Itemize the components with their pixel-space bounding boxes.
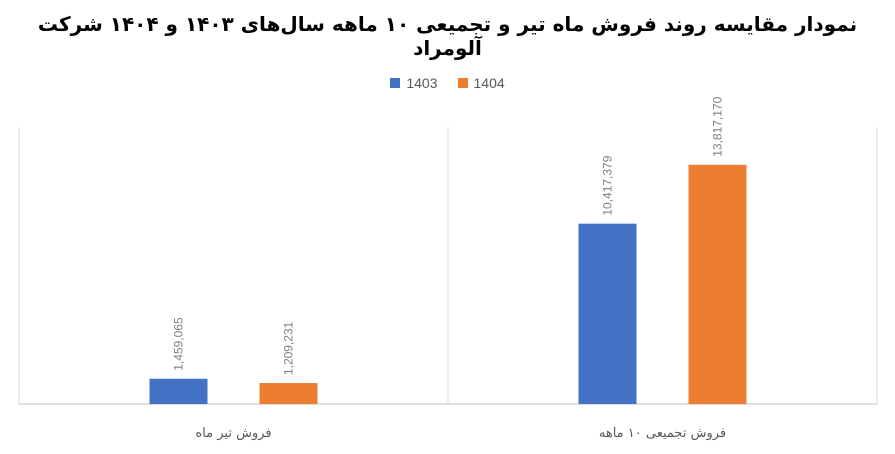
category-label-0: فروش تیر ماه xyxy=(195,426,271,441)
data-label-1403-cat0: 1,459,065 xyxy=(172,317,186,371)
legend-swatch-1404 xyxy=(457,78,468,88)
legend: 1403 1404 xyxy=(0,75,895,91)
bar-1403-cat1 xyxy=(578,223,637,404)
data-label-1404-cat0: 1,209,231 xyxy=(282,321,296,375)
legend-label-1404: 1404 xyxy=(473,75,505,91)
legend-label-1403: 1403 xyxy=(406,75,438,91)
bar-1404-cat0 xyxy=(259,383,318,404)
data-label-1404-cat1: 13,817,170 xyxy=(711,96,725,156)
chart-title: نمودار مقایسه روند فروش ماه تیر و تجمیعی… xyxy=(37,12,858,60)
bar-1404-cat1 xyxy=(688,164,747,404)
category-label-1: فروش تجمیعی ۱۰ ماهه xyxy=(599,426,726,441)
bar-1403-cat0 xyxy=(149,378,208,404)
legend-swatch-1403 xyxy=(390,78,401,88)
data-label-1403-cat1: 10,417,379 xyxy=(601,155,615,215)
legend-item-1403: 1403 xyxy=(390,75,438,91)
legend-item-1404: 1404 xyxy=(457,75,505,91)
